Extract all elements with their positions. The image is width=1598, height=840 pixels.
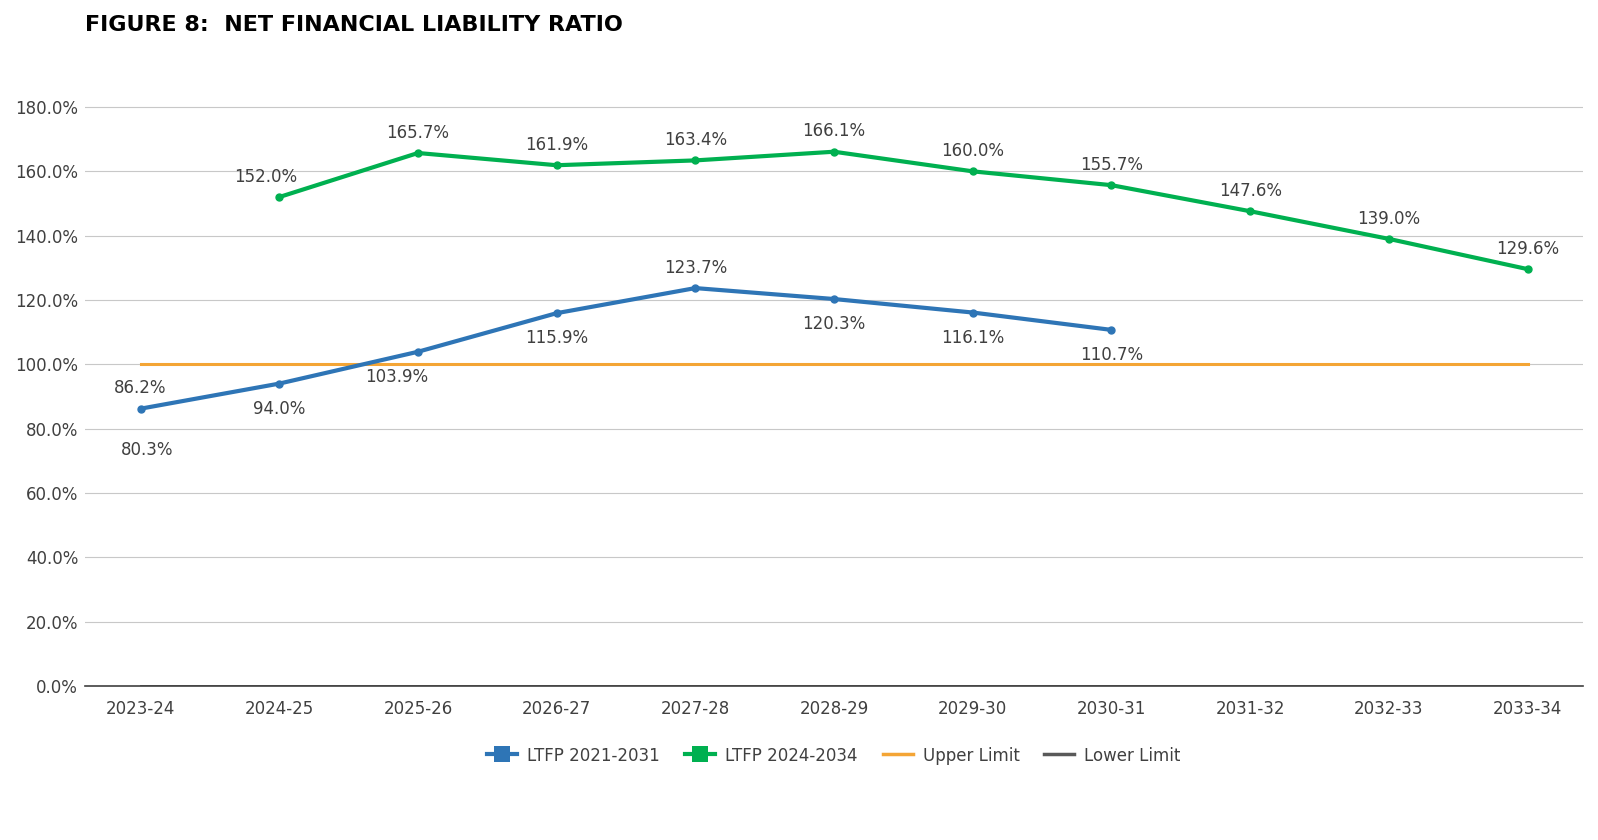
LTFP 2024-2034 bbox=[825, 147, 844, 157]
Text: 155.7%: 155.7% bbox=[1080, 156, 1143, 174]
Text: 86.2%: 86.2% bbox=[115, 380, 166, 397]
LTFP 2024-2034 bbox=[1240, 206, 1259, 216]
Text: 116.1%: 116.1% bbox=[941, 328, 1005, 347]
Text: 120.3%: 120.3% bbox=[802, 315, 866, 333]
LTFP 2021-2031 bbox=[270, 379, 289, 389]
Text: 80.3%: 80.3% bbox=[121, 441, 174, 459]
Line: LTFP 2021-2031: LTFP 2021-2031 bbox=[137, 285, 1115, 412]
LTFP 2021-2031 bbox=[1103, 325, 1122, 335]
LTFP 2021-2031 bbox=[547, 308, 566, 318]
Text: 94.0%: 94.0% bbox=[252, 400, 305, 417]
LTFP 2021-2031 bbox=[964, 307, 983, 318]
Text: 160.0%: 160.0% bbox=[941, 142, 1004, 160]
LTFP 2024-2034 bbox=[1379, 234, 1398, 244]
Text: 110.7%: 110.7% bbox=[1080, 346, 1143, 364]
LTFP 2024-2034 bbox=[409, 148, 428, 158]
Text: 115.9%: 115.9% bbox=[526, 329, 588, 347]
LTFP 2024-2034 bbox=[547, 160, 566, 171]
Text: FIGURE 8:  NET FINANCIAL LIABILITY RATIO: FIGURE 8: NET FINANCIAL LIABILITY RATIO bbox=[85, 15, 623, 35]
LTFP 2021-2031 bbox=[409, 347, 428, 357]
LTFP 2024-2034 bbox=[964, 166, 983, 176]
LTFP 2021-2031 bbox=[131, 404, 150, 414]
Text: 103.9%: 103.9% bbox=[366, 368, 428, 386]
Text: 166.1%: 166.1% bbox=[802, 123, 866, 140]
Line: LTFP 2024-2034: LTFP 2024-2034 bbox=[276, 148, 1531, 273]
Text: 161.9%: 161.9% bbox=[526, 136, 588, 154]
Legend: LTFP 2021-2031, LTFP 2024-2034, Upper Limit, Lower Limit: LTFP 2021-2031, LTFP 2024-2034, Upper Li… bbox=[481, 740, 1187, 772]
LTFP 2024-2034 bbox=[270, 192, 289, 202]
Text: 152.0%: 152.0% bbox=[233, 168, 297, 186]
LTFP 2021-2031 bbox=[686, 283, 705, 293]
Text: 123.7%: 123.7% bbox=[663, 259, 727, 277]
LTFP 2024-2034 bbox=[1103, 180, 1122, 190]
LTFP 2024-2034 bbox=[686, 155, 705, 165]
Text: 163.4%: 163.4% bbox=[663, 131, 727, 150]
Text: 129.6%: 129.6% bbox=[1496, 240, 1560, 258]
LTFP 2021-2031 bbox=[825, 294, 844, 304]
LTFP 2024-2034 bbox=[1518, 264, 1537, 274]
Text: 165.7%: 165.7% bbox=[387, 123, 449, 142]
Text: 147.6%: 147.6% bbox=[1219, 182, 1282, 200]
Text: 139.0%: 139.0% bbox=[1357, 210, 1421, 228]
